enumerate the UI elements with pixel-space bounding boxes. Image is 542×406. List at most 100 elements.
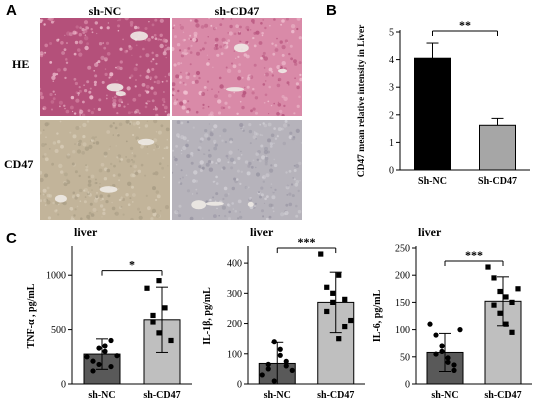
cell-nucleus [73, 77, 77, 81]
cell-nucleus [131, 159, 133, 161]
cell-nucleus [237, 76, 242, 81]
cell-nucleus [295, 82, 299, 86]
cell-nucleus [233, 50, 235, 52]
data-point [90, 358, 96, 364]
cell-nucleus [239, 100, 242, 103]
cell-nucleus [73, 112, 77, 115]
cell-nucleus [228, 31, 233, 36]
cell-nucleus [75, 126, 80, 130]
cell-nucleus [254, 202, 257, 205]
cell-nucleus [227, 39, 231, 43]
cell-nucleus [180, 135, 185, 140]
data-point [457, 327, 463, 333]
cell-nucleus [238, 31, 241, 33]
cell-nucleus [174, 210, 179, 215]
y-tick-label: 50 [400, 352, 410, 363]
cell-nucleus [202, 103, 205, 106]
cell-nucleus [87, 217, 91, 220]
column-label-sh-nc: sh-NC [88, 4, 122, 18]
cell-nucleus [112, 102, 117, 107]
cell-nucleus [177, 135, 180, 139]
cell-nucleus [232, 64, 237, 69]
cell-nucleus [240, 150, 242, 153]
cell-nucleus [261, 34, 264, 37]
cell-nucleus [213, 139, 217, 144]
cell-nucleus [264, 72, 269, 77]
cell-nucleus [204, 153, 206, 155]
cell-nucleus [79, 200, 82, 202]
cell-nucleus [293, 169, 297, 172]
chart-tnf: liver TNF-α , pg/mL 0 500 1000 sh-NC sh-CD47 * [26, 225, 192, 401]
cell-nucleus [209, 132, 214, 137]
cell-nucleus [52, 97, 56, 101]
cell-nucleus [43, 54, 45, 56]
cell-nucleus [112, 174, 116, 177]
micrograph-he-sh-cd47 [172, 18, 302, 116]
cell-nucleus [146, 100, 150, 103]
cell-nucleus [88, 90, 92, 94]
data-point [283, 363, 289, 369]
cell-nucleus [265, 217, 269, 220]
cell-nucleus [147, 37, 151, 42]
cell-nucleus [213, 214, 217, 218]
y-tick-label: 0 [61, 380, 66, 391]
cell-nucleus [285, 203, 289, 207]
cell-nucleus [64, 172, 68, 177]
cell-nucleus [186, 120, 190, 124]
cell-nucleus [155, 143, 157, 146]
cell-nucleus [44, 157, 49, 162]
cell-nucleus [238, 63, 242, 66]
cell-nucleus [79, 41, 81, 43]
cell-nucleus [270, 145, 273, 148]
cell-nucleus [261, 175, 266, 180]
cell-nucleus [87, 183, 92, 187]
cell-nucleus [219, 23, 223, 26]
cell-nucleus [107, 22, 110, 24]
cell-nucleus [44, 122, 49, 127]
cell-nucleus [260, 56, 263, 60]
cell-nucleus [154, 106, 157, 108]
cell-nucleus [88, 179, 92, 184]
cell-nucleus [173, 24, 176, 27]
cell-nucleus [102, 211, 106, 216]
cell-nucleus [122, 38, 124, 41]
cell-nucleus [255, 172, 261, 177]
cell-nucleus [40, 170, 43, 175]
cell-nucleus [206, 54, 208, 56]
cell-nucleus [138, 112, 141, 115]
cell-nucleus [224, 193, 228, 198]
cell-nucleus [206, 62, 210, 66]
cell-nucleus [254, 205, 256, 208]
cell-nucleus [227, 106, 231, 109]
cell-nucleus [116, 65, 121, 70]
cell-nucleus [288, 84, 290, 86]
cell-nucleus [297, 189, 300, 193]
cell-nucleus [271, 70, 274, 73]
cell-nucleus [154, 75, 158, 79]
cell-nucleus [244, 86, 246, 89]
cell-nucleus [109, 145, 111, 148]
cell-nucleus [240, 127, 242, 130]
cell-nucleus [103, 177, 108, 181]
cell-nucleus [229, 140, 233, 144]
data-point [330, 290, 336, 296]
cell-nucleus [178, 181, 181, 184]
cell-nucleus [286, 81, 290, 85]
cell-nucleus [181, 105, 186, 110]
cell-nucleus [165, 44, 167, 47]
cell-nucleus [141, 83, 146, 87]
panel-b-letter: B [326, 2, 337, 19]
cell-nucleus [131, 111, 133, 113]
cell-nucleus [264, 93, 268, 97]
cell-nucleus [223, 44, 227, 48]
cell-nucleus [268, 85, 271, 89]
cell-nucleus [101, 216, 103, 218]
cell-nucleus [83, 200, 87, 204]
cell-nucleus [224, 87, 226, 90]
cell-nucleus [177, 62, 181, 66]
cell-nucleus [187, 100, 190, 103]
cell-nucleus [54, 93, 56, 96]
cell-nucleus [133, 110, 137, 114]
cell-nucleus [145, 53, 150, 58]
cell-nucleus [79, 114, 81, 116]
